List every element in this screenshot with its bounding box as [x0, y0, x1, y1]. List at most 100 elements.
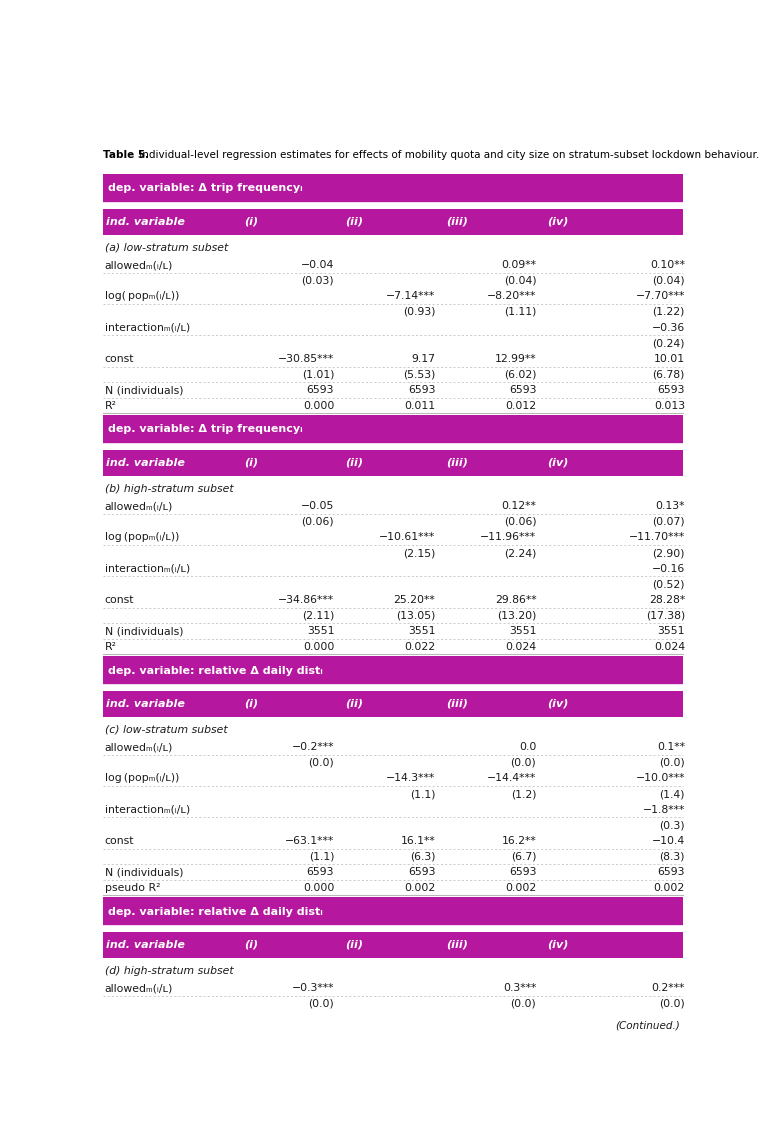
- Text: (0.06): (0.06): [504, 517, 536, 527]
- Text: 0.002: 0.002: [653, 883, 685, 893]
- Text: 0.013: 0.013: [653, 401, 685, 411]
- Text: 0.1**: 0.1**: [657, 742, 685, 752]
- Text: (5.53): (5.53): [403, 369, 436, 379]
- Text: (a) low-stratum subset: (a) low-stratum subset: [105, 243, 228, 253]
- Text: (1.22): (1.22): [653, 307, 685, 318]
- Text: ind. variable: ind. variable: [106, 699, 185, 709]
- Text: log (popₘ(ᵢ/ʟ)): log (popₘ(ᵢ/ʟ)): [105, 533, 179, 543]
- Text: (iii): (iii): [446, 458, 468, 468]
- Text: (0.93): (0.93): [403, 307, 436, 318]
- Text: allowedₘ(ᵢ/ʟ): allowedₘ(ᵢ/ʟ): [105, 260, 173, 270]
- Text: −10.4: −10.4: [652, 835, 685, 846]
- Text: const: const: [105, 595, 134, 605]
- Text: 6593: 6593: [509, 867, 536, 877]
- Text: 16.2**: 16.2**: [502, 835, 536, 846]
- Text: ind. variable: ind. variable: [106, 458, 185, 468]
- Text: (0.0): (0.0): [308, 758, 334, 768]
- Text: (8.3): (8.3): [660, 851, 685, 861]
- Text: interactionₘ(ᵢ/ʟ): interactionₘ(ᵢ/ʟ): [105, 322, 190, 332]
- Text: N (individuals): N (individuals): [105, 626, 183, 636]
- Text: allowedₘ(ᵢ/ʟ): allowedₘ(ᵢ/ʟ): [105, 983, 173, 993]
- Text: 0.000: 0.000: [303, 401, 334, 411]
- Text: N (individuals): N (individuals): [105, 867, 183, 877]
- Text: −34.86***: −34.86***: [278, 595, 334, 605]
- Text: (1.4): (1.4): [660, 789, 685, 799]
- Text: (1.01): (1.01): [301, 369, 334, 379]
- Text: −8.20***: −8.20***: [487, 292, 536, 302]
- Text: −0.36: −0.36: [652, 322, 685, 332]
- Text: 6593: 6593: [408, 385, 436, 395]
- Text: (i): (i): [244, 940, 258, 950]
- Text: (i): (i): [244, 217, 258, 226]
- Text: (iv): (iv): [547, 940, 568, 950]
- Text: ind. variable: ind. variable: [106, 940, 185, 950]
- Text: 28.28*: 28.28*: [649, 595, 685, 605]
- Text: 3551: 3551: [509, 626, 536, 636]
- Text: 12.99**: 12.99**: [495, 354, 536, 364]
- Text: 6593: 6593: [509, 385, 536, 395]
- Text: (0.06): (0.06): [301, 517, 334, 527]
- Text: 0.002: 0.002: [505, 883, 536, 893]
- Text: 0.022: 0.022: [404, 642, 436, 652]
- Text: −1.8***: −1.8***: [643, 805, 685, 815]
- Text: (iii): (iii): [446, 940, 468, 950]
- Text: (c) low-stratum subset: (c) low-stratum subset: [105, 725, 228, 735]
- Bar: [103, 175, 683, 203]
- Text: 0.12**: 0.12**: [502, 501, 536, 511]
- Text: (0.03): (0.03): [301, 276, 334, 286]
- Text: (0.0): (0.0): [308, 999, 334, 1009]
- Text: N (individuals): N (individuals): [105, 385, 183, 395]
- Text: 3551: 3551: [307, 626, 334, 636]
- Text: 0.0: 0.0: [519, 742, 536, 752]
- Text: 0.09**: 0.09**: [502, 260, 536, 270]
- Text: 6593: 6593: [408, 867, 436, 877]
- Text: −11.96***: −11.96***: [480, 533, 536, 543]
- Text: (Continued.): (Continued.): [615, 1020, 680, 1030]
- Text: (2.24): (2.24): [504, 548, 536, 558]
- Text: −11.70***: −11.70***: [629, 533, 685, 543]
- Text: 25.20**: 25.20**: [393, 595, 436, 605]
- Text: const: const: [105, 835, 134, 846]
- Text: (13.05): (13.05): [396, 610, 436, 620]
- Text: (ii): (ii): [345, 699, 363, 709]
- Bar: [103, 208, 683, 235]
- Text: (b) high-stratum subset: (b) high-stratum subset: [105, 484, 233, 494]
- Text: −14.4***: −14.4***: [487, 774, 536, 784]
- Text: 6593: 6593: [307, 867, 334, 877]
- Text: 0.000: 0.000: [303, 883, 334, 893]
- Text: (0.04): (0.04): [504, 276, 536, 286]
- Text: (0.0): (0.0): [511, 758, 536, 768]
- Bar: [103, 897, 683, 926]
- Text: (2.11): (2.11): [302, 610, 334, 620]
- Text: (0.0): (0.0): [511, 999, 536, 1009]
- Text: R²: R²: [105, 642, 117, 652]
- Text: (i): (i): [244, 458, 258, 468]
- Text: dep. variable: relative Δ daily distᵢ: dep. variable: relative Δ daily distᵢ: [107, 906, 322, 917]
- Text: (2.15): (2.15): [403, 548, 436, 558]
- Text: 0.2***: 0.2***: [652, 983, 685, 993]
- Text: 0.024: 0.024: [653, 642, 685, 652]
- Text: (0.3): (0.3): [660, 820, 685, 830]
- Text: 29.86**: 29.86**: [495, 595, 536, 605]
- Text: 3551: 3551: [657, 626, 685, 636]
- Text: −10.61***: −10.61***: [379, 533, 436, 543]
- Text: 16.1**: 16.1**: [400, 835, 436, 846]
- Text: (d) high-stratum subset: (d) high-stratum subset: [105, 966, 233, 976]
- Text: (i): (i): [244, 699, 258, 709]
- Text: (17.38): (17.38): [646, 610, 685, 620]
- Text: const: const: [105, 354, 134, 364]
- Text: (2.90): (2.90): [653, 548, 685, 558]
- Text: dep. variable: Δ trip frequencyᵢ: dep. variable: Δ trip frequencyᵢ: [107, 425, 302, 435]
- Text: (iv): (iv): [547, 699, 568, 709]
- Text: (0.0): (0.0): [659, 999, 685, 1009]
- Text: Table 5.: Table 5.: [103, 150, 149, 160]
- Text: −7.14***: −7.14***: [386, 292, 436, 302]
- Text: (iii): (iii): [446, 217, 468, 226]
- Text: (ii): (ii): [345, 940, 363, 950]
- Text: (0.24): (0.24): [653, 338, 685, 348]
- Text: 0.3***: 0.3***: [503, 983, 536, 993]
- Text: 0.13*: 0.13*: [656, 501, 685, 511]
- Text: allowedₘ(ᵢ/ʟ): allowedₘ(ᵢ/ʟ): [105, 501, 173, 511]
- Text: R²: R²: [105, 401, 117, 411]
- Text: 6593: 6593: [307, 385, 334, 395]
